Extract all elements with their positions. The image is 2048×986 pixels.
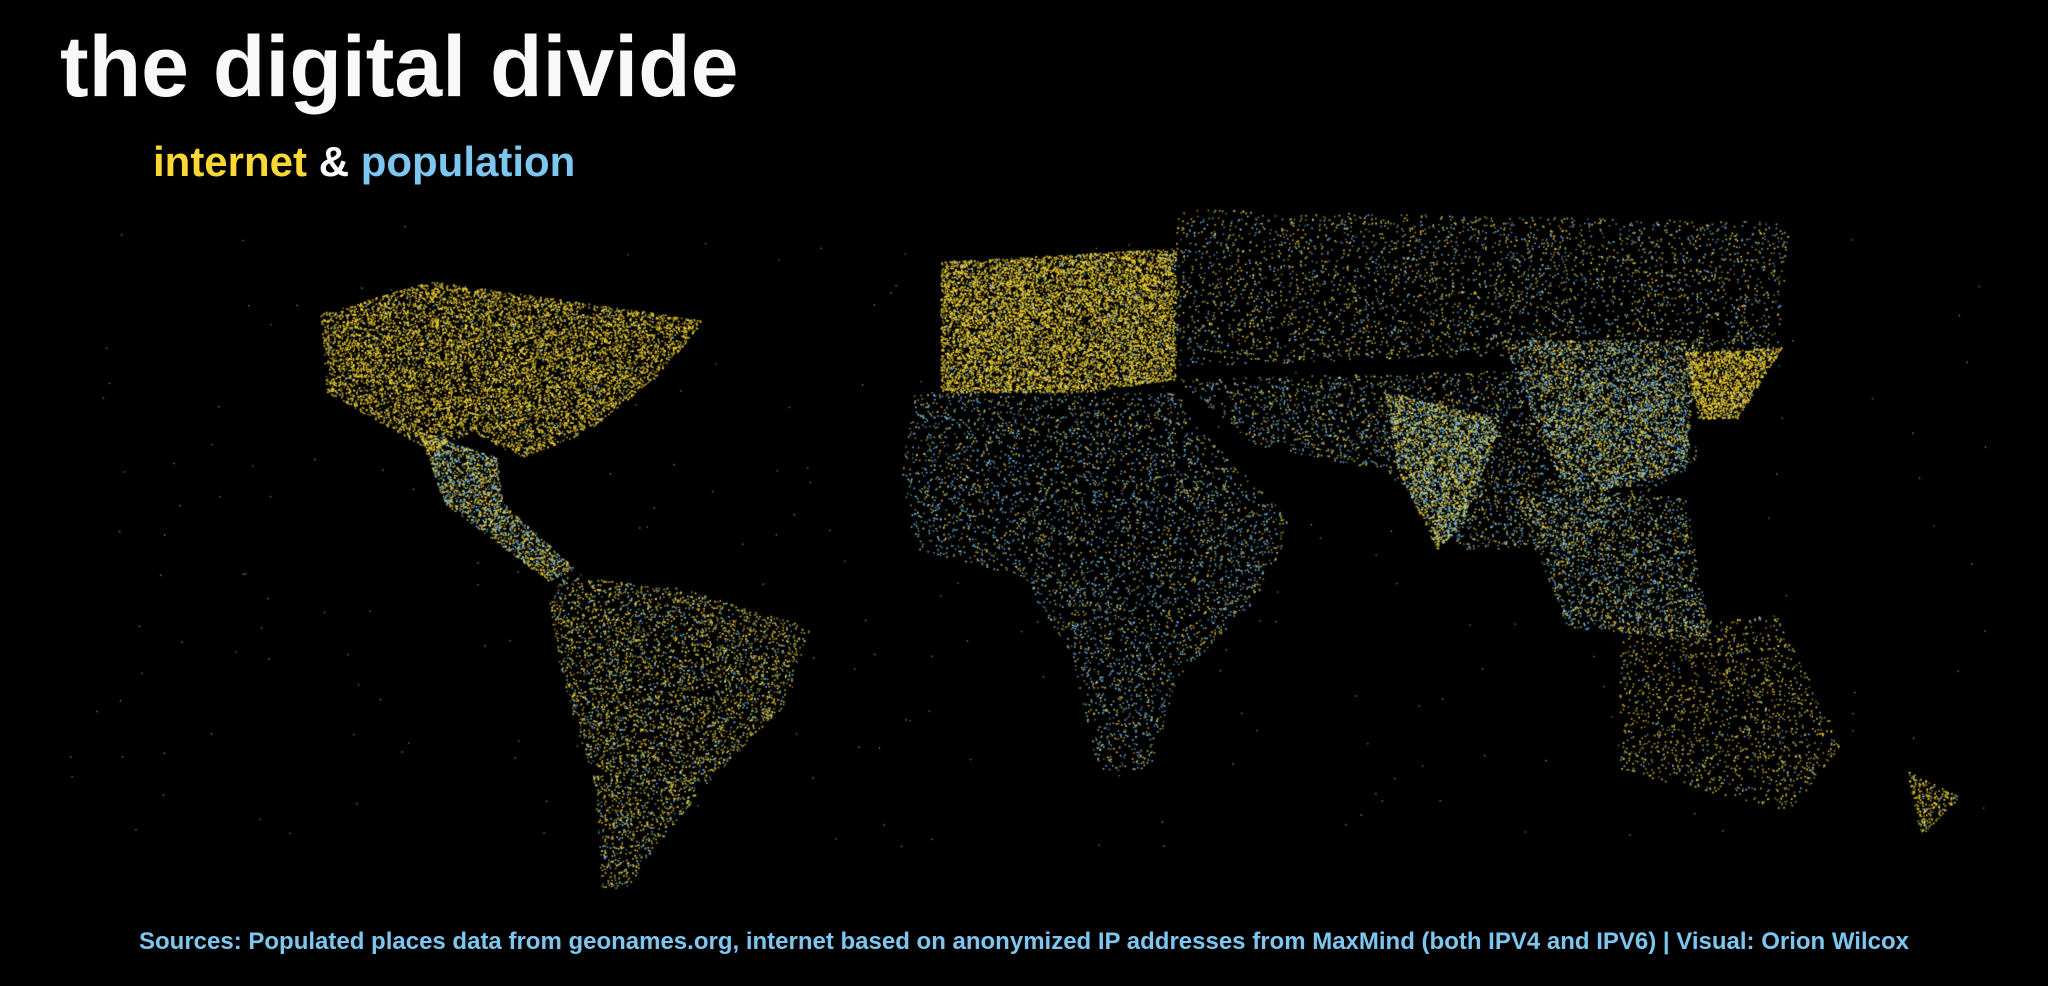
page-title: the digital divide bbox=[60, 19, 739, 115]
legend-population: population bbox=[360, 138, 576, 185]
sources-footer: Sources: Populated places data from geon… bbox=[139, 928, 1909, 955]
legend-subtitle: internet & population bbox=[153, 138, 575, 186]
legend-ampersand: & bbox=[318, 138, 350, 185]
legend-internet: internet bbox=[153, 138, 308, 185]
